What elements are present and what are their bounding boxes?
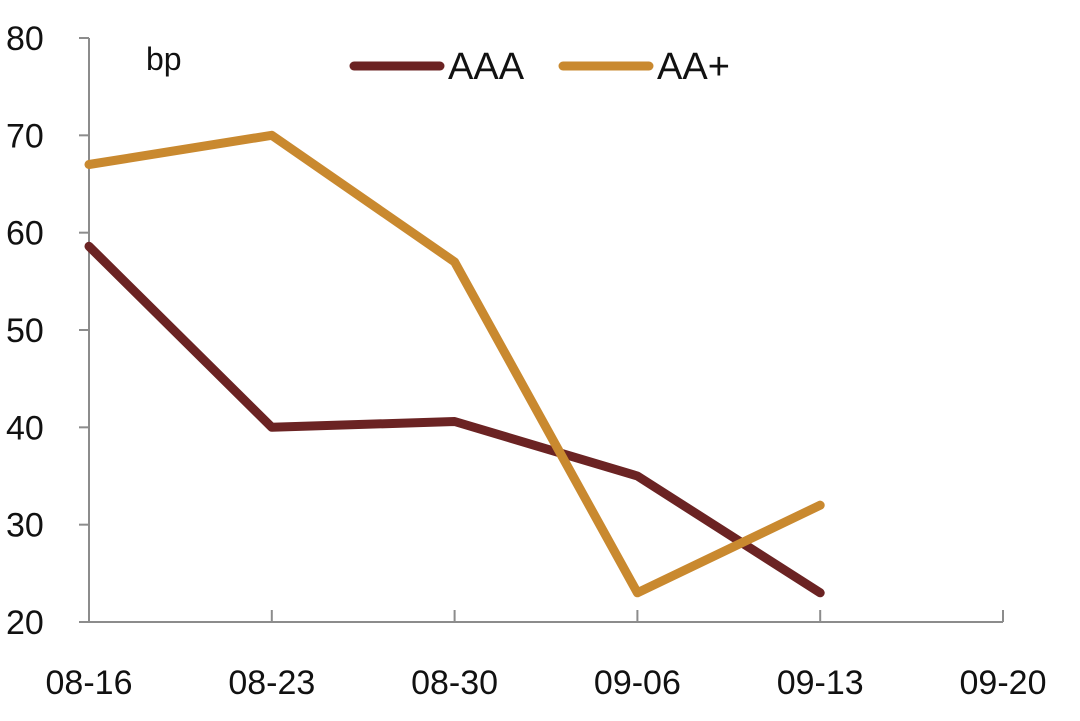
y-tick-label: 40 — [6, 409, 44, 447]
x-tick-label: 08-23 — [228, 664, 315, 702]
x-tick-label: 09-20 — [960, 664, 1047, 702]
chart-axes — [88, 38, 1003, 623]
x-tick-label: 08-30 — [411, 664, 498, 702]
x-tick-label: 09-06 — [594, 664, 681, 702]
chart-legend: AAA AA+ — [349, 46, 730, 88]
y-tick-label: 80 — [6, 20, 44, 58]
chart-series — [84, 130, 825, 598]
legend-label: AA+ — [657, 46, 730, 88]
x-tick-label: 09-13 — [777, 664, 864, 702]
y-axis-ticks: 20 30 40 50 60 70 80 — [6, 20, 89, 642]
y-tick-label: 30 — [6, 507, 44, 545]
y-unit-label: bp — [146, 41, 182, 77]
x-tick-label: 08-16 — [46, 664, 133, 702]
x-axis-ticks: 08-16 08-23 08-30 09-06 09-13 09-20 — [46, 610, 1047, 702]
series-line-aaa — [84, 241, 825, 598]
legend-label: AAA — [448, 46, 525, 88]
y-tick-label: 60 — [6, 215, 44, 253]
y-tick-label: 20 — [6, 604, 44, 642]
y-tick-label: 70 — [6, 117, 44, 155]
y-tick-label: 50 — [6, 312, 44, 350]
